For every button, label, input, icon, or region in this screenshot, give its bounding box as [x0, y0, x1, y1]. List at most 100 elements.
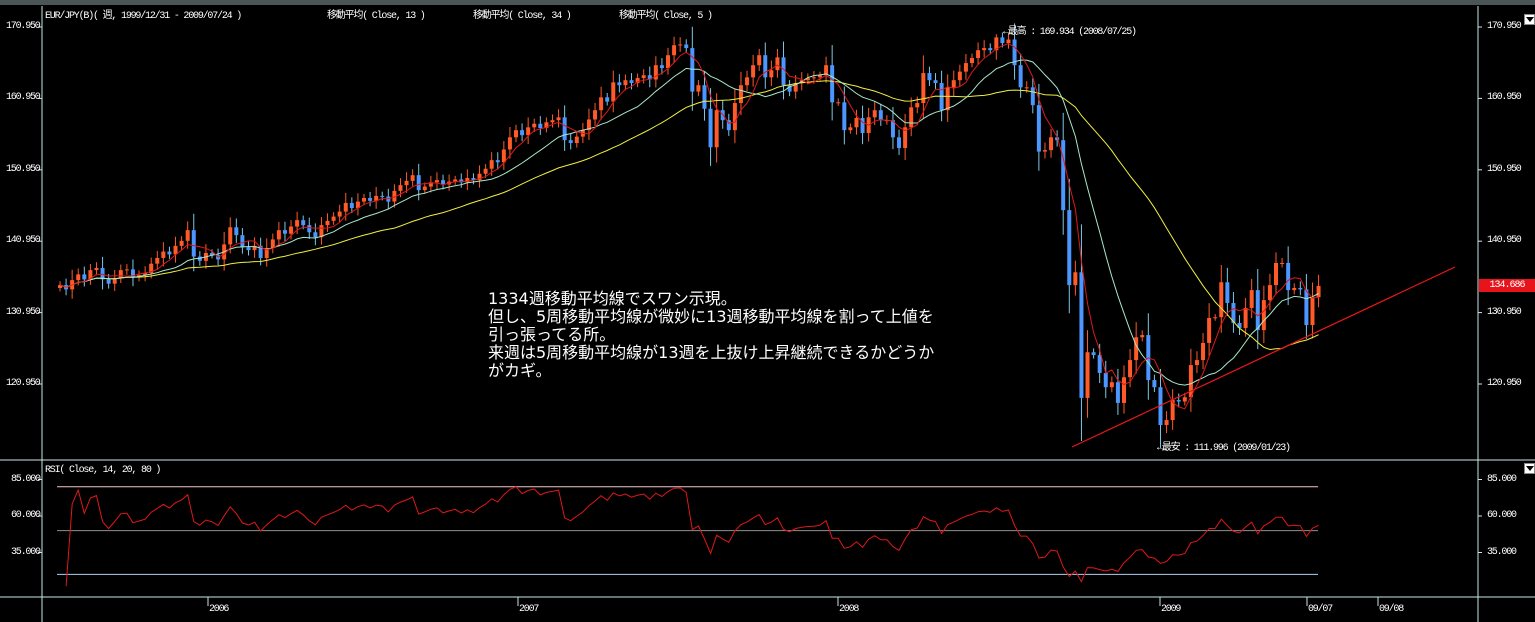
candle-body: [343, 203, 348, 212]
candle-body: [690, 48, 695, 92]
note-line: 引っ張ってる所。: [488, 325, 616, 344]
candle-body: [824, 65, 829, 76]
candle-body: [1103, 372, 1108, 388]
candle-body: [787, 85, 792, 92]
candle-body: [653, 65, 658, 80]
candle-body: [897, 137, 902, 149]
candle-body: [173, 245, 178, 255]
support-trendline: [1071, 266, 1456, 448]
candle-body: [1079, 272, 1084, 398]
candle-body: [963, 63, 968, 72]
y-tick-label-right: 160.950: [1487, 92, 1522, 104]
candle-body: [1000, 37, 1005, 44]
candle-body: [82, 274, 87, 280]
candle-body: [1006, 39, 1011, 44]
y-tick-label-left: 140.950: [6, 235, 41, 247]
candle-body: [574, 136, 579, 144]
candle-body: [100, 267, 105, 280]
candle-body: [903, 127, 908, 149]
rsi-tick-label-right: 35.000: [1487, 546, 1517, 558]
candle-body: [264, 247, 269, 258]
candle-body: [708, 108, 713, 148]
candle-body: [611, 82, 616, 102]
candle-body: [1042, 150, 1047, 152]
candle-body: [775, 57, 780, 71]
candle-body: [130, 269, 135, 278]
candle-body: [617, 82, 622, 86]
candle-body: [1085, 352, 1090, 398]
rsi-tick-label-right: 60.000: [1487, 510, 1517, 521]
candle-body: [374, 195, 379, 201]
candle-body: [501, 149, 506, 163]
y-tick-label-right: 150.950: [1487, 163, 1522, 175]
candle-body: [957, 71, 962, 81]
candle-body: [1140, 335, 1145, 338]
candle-body: [362, 198, 366, 202]
candle-body: [161, 251, 166, 258]
candle-body: [276, 230, 281, 240]
candle-body: [556, 117, 561, 121]
candle-body: [191, 230, 196, 257]
candle-body: [586, 119, 591, 131]
candle-body: [714, 110, 719, 148]
candle-body: [143, 272, 148, 276]
rsi-tick-label-left: 85.000: [11, 473, 41, 485]
candle-body: [210, 252, 214, 256]
candle-body: [240, 235, 245, 248]
candle-body: [1188, 365, 1193, 398]
candle-body: [805, 78, 810, 81]
y-tick-label-left: 120.950: [6, 378, 41, 389]
candle-body: [538, 123, 543, 129]
note-line: 但し、5周移動平均線が微妙に13週移動平均線を割って上値を: [488, 307, 934, 326]
candle-body: [422, 186, 427, 191]
candle-body: [1134, 337, 1139, 361]
candle-body: [380, 195, 385, 197]
candle-body: [672, 45, 677, 56]
candle-body: [1122, 377, 1126, 403]
candle-body: [860, 118, 865, 134]
candle-body: [1225, 282, 1230, 303]
candle-body: [465, 178, 470, 183]
main-panel-menu-icon[interactable]: [1524, 14, 1535, 25]
x-tick-label: 2009: [1161, 604, 1181, 615]
x-tick-label: 09/07: [1308, 604, 1333, 615]
candle-body: [337, 211, 342, 217]
candle-body: [872, 110, 877, 118]
candle-body: [1061, 140, 1066, 211]
current-price-tag: 134.686: [1479, 279, 1535, 292]
candle-body: [1152, 380, 1157, 388]
candle-body: [769, 70, 774, 78]
candle-body: [246, 247, 251, 251]
candle-body: [745, 77, 750, 86]
candle-body: [520, 130, 525, 136]
candle-body: [927, 73, 932, 81]
candle-body: [112, 277, 117, 284]
candle-body: [1243, 307, 1248, 328]
candle-body: [842, 102, 847, 131]
note-line: がカギ。: [488, 361, 552, 380]
candle-body: [483, 168, 488, 174]
candle-body: [325, 220, 330, 226]
candle-body: [295, 220, 300, 227]
rsi-panel-menu-icon[interactable]: [1524, 463, 1535, 474]
candle-body: [684, 44, 689, 49]
candle-body: [1030, 87, 1035, 106]
y-tick-label-left: 160.950: [6, 92, 41, 104]
candle-body: [1201, 342, 1206, 361]
candle-body: [282, 230, 287, 234]
candle-body: [757, 55, 762, 66]
candle-body: [301, 220, 306, 226]
candle-body: [532, 123, 537, 128]
candle-body: [830, 65, 835, 103]
candle-body: [751, 65, 756, 78]
candle-body: [471, 178, 476, 181]
candle-body: [368, 198, 373, 201]
candle-body: [1207, 317, 1212, 343]
candle-body: [1231, 302, 1236, 323]
candle-body: [1176, 400, 1181, 402]
candle-body: [392, 190, 397, 202]
candle-body: [1316, 285, 1321, 298]
candle-body: [1170, 400, 1175, 421]
candle-body: [726, 120, 731, 131]
